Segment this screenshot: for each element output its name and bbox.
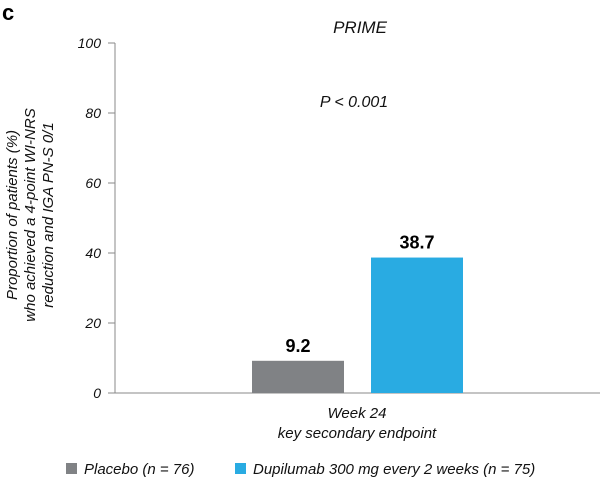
bar-data-label: 38.7 <box>399 233 434 253</box>
y-tick-label: 60 <box>85 175 101 191</box>
y-tick-label: 100 <box>78 35 102 51</box>
x-axis-label: Week 24 key secondary endpoint <box>278 405 437 442</box>
bar-placebo <box>252 360 344 393</box>
y-axis-label-line: reduction and IGA PN-S 0/1 <box>40 122 57 307</box>
legend-swatch-dupilumab <box>235 463 246 474</box>
bar-dupilumab <box>371 257 463 393</box>
y-tick-label: 80 <box>85 105 101 121</box>
y-tick-label: 40 <box>85 245 101 261</box>
p-value-annotation: P < 0.001 <box>320 94 388 111</box>
x-axis-label-line: Week 24 <box>328 405 387 422</box>
x-axis-label-line: key secondary endpoint <box>278 425 437 442</box>
y-tick-label: 0 <box>93 385 101 401</box>
legend-label-placebo: Placebo (n = 76) <box>84 461 195 478</box>
legend-swatch-placebo <box>66 463 77 474</box>
legend-label-dupilumab: Dupilumab 300 mg every 2 weeks (n = 75) <box>253 461 535 478</box>
y-tick-label: 20 <box>84 315 101 331</box>
panel-label: c <box>2 0 14 25</box>
y-axis-label-line: who achieved a 4-point WI-NRS <box>22 108 39 321</box>
chart-title: PRIME <box>333 18 388 37</box>
y-axis-label: Proportion of patients (%) who achieved a… <box>4 108 57 321</box>
legend: Placebo (n = 76) Dupilumab 300 mg every 2… <box>66 461 535 478</box>
y-axis-label-line: Proportion of patients (%) <box>4 130 21 300</box>
y-axis: 0 20 40 60 80 100 <box>78 35 600 401</box>
bar-data-label: 9.2 <box>285 336 310 356</box>
bars: 9.2 38.7 <box>252 233 463 393</box>
